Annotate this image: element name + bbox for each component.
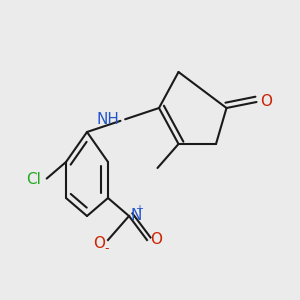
Text: O: O — [260, 94, 272, 110]
Text: O: O — [150, 232, 162, 247]
Text: Cl: Cl — [26, 172, 41, 188]
Text: N: N — [130, 208, 142, 224]
Text: NH: NH — [96, 112, 119, 128]
Text: O: O — [93, 236, 105, 250]
Text: -: - — [104, 242, 109, 255]
Text: +: + — [135, 203, 143, 214]
